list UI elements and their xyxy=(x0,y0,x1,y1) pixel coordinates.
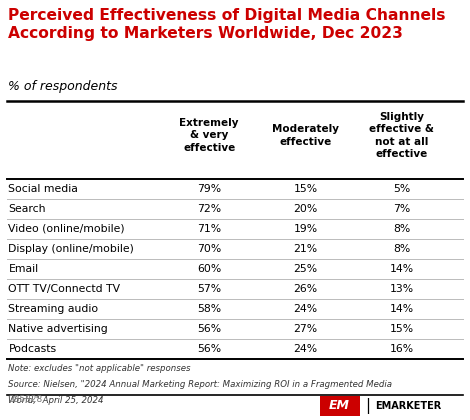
Text: 14%: 14% xyxy=(390,264,414,274)
Text: 5%: 5% xyxy=(393,184,410,194)
Text: Social media: Social media xyxy=(8,184,78,194)
Text: Moderately
effective: Moderately effective xyxy=(272,124,339,147)
Text: Display (online/mobile): Display (online/mobile) xyxy=(8,244,134,254)
Text: Native advertising: Native advertising xyxy=(8,324,108,334)
Text: 72%: 72% xyxy=(197,204,221,214)
Text: Slightly
effective &
not at all
effective: Slightly effective & not at all effectiv… xyxy=(369,112,434,159)
Text: 8%: 8% xyxy=(393,244,410,254)
Text: 79%: 79% xyxy=(197,184,221,194)
Text: Extremely
& very
effective: Extremely & very effective xyxy=(180,118,239,153)
Text: 24%: 24% xyxy=(293,304,318,314)
Text: 16%: 16% xyxy=(390,344,414,354)
Text: 58%: 58% xyxy=(197,304,221,314)
Text: Streaming audio: Streaming audio xyxy=(8,304,99,314)
Text: 71%: 71% xyxy=(197,224,221,234)
Text: 8%: 8% xyxy=(393,224,410,234)
Text: 19%: 19% xyxy=(293,224,318,234)
Text: 56%: 56% xyxy=(197,344,221,354)
Text: EMARKETER: EMARKETER xyxy=(375,401,441,411)
Text: World," April 25, 2024: World," April 25, 2024 xyxy=(8,396,104,405)
Text: 27%: 27% xyxy=(293,324,318,334)
Text: 285828: 285828 xyxy=(8,395,43,404)
Text: 15%: 15% xyxy=(390,324,414,334)
Text: 13%: 13% xyxy=(390,284,414,294)
Text: Podcasts: Podcasts xyxy=(8,344,56,354)
Text: OTT TV/Connectd TV: OTT TV/Connectd TV xyxy=(8,284,121,294)
Text: 26%: 26% xyxy=(293,284,318,294)
Text: 25%: 25% xyxy=(293,264,318,274)
Text: 7%: 7% xyxy=(393,204,410,214)
Text: 15%: 15% xyxy=(293,184,318,194)
Text: Note: excludes "not applicable" responses: Note: excludes "not applicable" response… xyxy=(8,364,191,373)
Text: 20%: 20% xyxy=(293,204,318,214)
FancyBboxPatch shape xyxy=(320,396,360,416)
Text: 60%: 60% xyxy=(197,264,221,274)
Text: 56%: 56% xyxy=(197,324,221,334)
Text: Email: Email xyxy=(8,264,39,274)
Text: Perceived Effectiveness of Digital Media Channels
According to Marketers Worldwi: Perceived Effectiveness of Digital Media… xyxy=(8,8,446,42)
Text: Source: Nielsen, "2024 Annual Marketing Report: Maximizing ROI in a Fragmented M: Source: Nielsen, "2024 Annual Marketing … xyxy=(8,380,392,389)
Text: Video (online/mobile): Video (online/mobile) xyxy=(8,224,125,234)
Text: 24%: 24% xyxy=(293,344,318,354)
Text: EM: EM xyxy=(329,399,350,412)
Text: % of respondents: % of respondents xyxy=(8,80,118,93)
Text: 14%: 14% xyxy=(390,304,414,314)
Text: |: | xyxy=(366,398,370,414)
Text: Search: Search xyxy=(8,204,46,214)
Text: 21%: 21% xyxy=(293,244,318,254)
Text: 70%: 70% xyxy=(197,244,221,254)
Text: 57%: 57% xyxy=(197,284,221,294)
